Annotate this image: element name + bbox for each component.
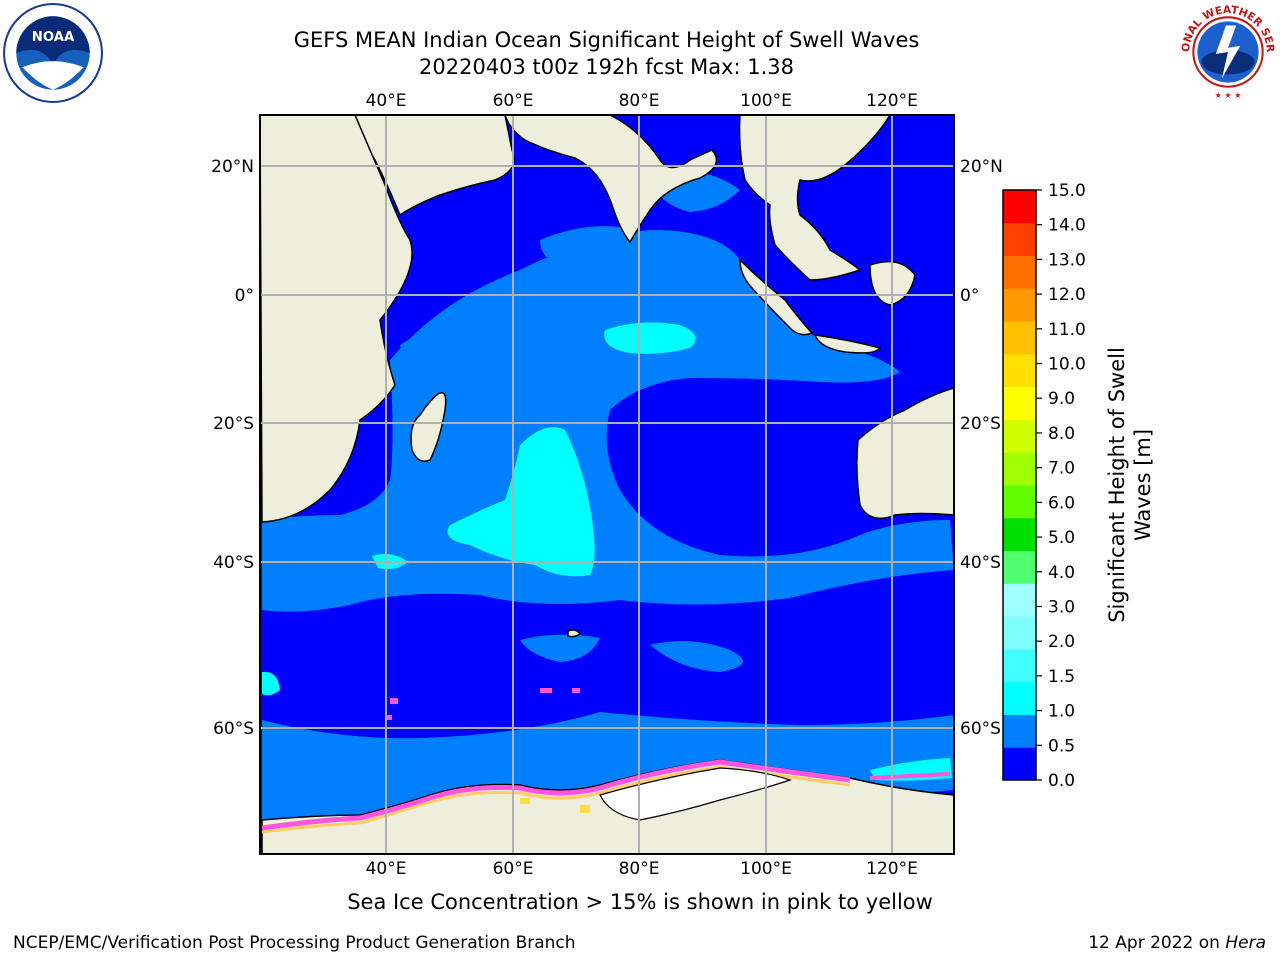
lon-tick-label: 120°E (866, 91, 918, 111)
footer-host: Hera (1225, 933, 1266, 953)
lat-labels-right: 20°N 0° 20°S 40°S 60°S (960, 157, 1003, 739)
lon-tick-label: 100°E (740, 859, 792, 879)
colorbar-segment (1003, 714, 1036, 748)
lat-tick-label: 60°S (960, 719, 1001, 739)
map-frame (259, 114, 955, 855)
lon-labels-bottom: 40°E 60°E 80°E 100°E 120°E (366, 859, 918, 879)
colorbar-segment (1003, 583, 1036, 617)
colorbar-segment (1003, 681, 1036, 715)
colorbar-tick-label: 11.0 (1048, 320, 1086, 340)
lat-tick-label: 0° (235, 286, 254, 306)
colorbar-segment (1003, 222, 1036, 257)
colorbar-tick-label: 1.5 (1048, 667, 1075, 687)
lat-tick-label: 60°S (213, 719, 254, 739)
lon-tick-label: 40°E (366, 91, 407, 111)
map-area (260, 115, 954, 854)
colorbar-segment (1003, 517, 1036, 552)
colorbar-segment (1003, 550, 1036, 584)
lon-tick-label: 40°E (366, 859, 407, 879)
noaa-logo-text: NOAA (32, 30, 75, 45)
colorbar-segment (1003, 485, 1036, 519)
colorbar-tick-label: 8.0 (1048, 424, 1075, 444)
colorbar-tick-label: 10.0 (1048, 355, 1086, 375)
colorbar-segment (1003, 190, 1036, 224)
colorbar-segment (1003, 255, 1036, 289)
colorbar-tick-label: 3.0 (1048, 597, 1075, 617)
footer-date: 12 Apr 2022 on Hera (1088, 933, 1266, 953)
colorbar-segment (1003, 386, 1036, 420)
colorbar-tick-label: 15.0 (1048, 181, 1086, 201)
colorbar-tick-label: 4.0 (1048, 563, 1075, 583)
footer-date-text: 12 Apr 2022 on (1088, 933, 1226, 953)
colorbar-tick-label: 5.0 (1048, 528, 1075, 548)
colorbar-segment (1003, 648, 1036, 683)
lat-tick-label: 20°S (213, 414, 254, 434)
colorbar-segment (1003, 321, 1036, 355)
lat-tick-label: 40°S (960, 553, 1001, 573)
colorbar-segment (1003, 419, 1036, 453)
colorbar-tick-label: 2.0 (1048, 632, 1075, 652)
footer-credit: NCEP/EMC/Verification Post Processing Pr… (13, 933, 576, 953)
colorbar-tick-label: 7.0 (1048, 459, 1075, 479)
lat-tick-label: 0° (960, 286, 979, 306)
sea-ice-caption: Sea Ice Concentration > 15% is shown in … (347, 890, 933, 914)
colorbar-tick-label: 12.0 (1048, 285, 1086, 305)
colorbar-segment (1003, 452, 1036, 486)
swell-band-1_0-1_5 (262, 322, 952, 781)
lon-tick-label: 120°E (866, 859, 918, 879)
lat-tick-label: 20°N (960, 157, 1003, 177)
graticule (260, 115, 954, 854)
lat-labels-left: 20°N 0° 20°S 40°S 60°S (211, 157, 254, 739)
lat-tick-label: 40°S (213, 553, 254, 573)
colorbar-segment (1003, 616, 1036, 650)
lat-tick-label: 20°N (211, 157, 254, 177)
colorbar-title-line1: Significant Height of Swell (1105, 347, 1129, 623)
colorbar-segment (1003, 288, 1036, 322)
colorbar-segment (1003, 747, 1036, 781)
colorbar: 0.0 0.5 1.0 1.5 2.0 3.0 4.0 5.0 6.0 7.0 8.0 9.0 10.0… (1002, 181, 1086, 791)
colorbar-title-line2: Waves [m] (1131, 428, 1155, 542)
noaa-logo-icon: NOAA (3, 3, 103, 103)
lon-tick-label: 80°E (619, 91, 660, 111)
lon-tick-label: 60°E (493, 859, 534, 879)
colorbar-frame (1002, 189, 1037, 781)
colorbar-tick-label: 0.0 (1048, 771, 1075, 791)
chart-subtitle: 20220403 t00z 192h fcst Max: 1.38 (419, 55, 794, 79)
colorbar-tick-label: 13.0 (1048, 250, 1086, 270)
lon-labels-top: 40°E 60°E 80°E 100°E 120°E (366, 91, 918, 111)
nws-logo-icon: NATIONAL WEATHER SERVICE ★ ★ ★ (1177, 1, 1277, 101)
lon-tick-label: 60°E (493, 91, 534, 111)
colorbar-tick-label: 6.0 (1048, 493, 1075, 513)
chart-title: GEFS MEAN Indian Ocean Significant Heigh… (293, 28, 920, 52)
lon-tick-label: 80°E (619, 859, 660, 879)
lat-tick-label: 20°S (960, 414, 1001, 434)
colorbar-tick-label: 14.0 (1048, 216, 1086, 236)
colorbar-segment (1003, 353, 1036, 388)
svg-text:★ ★ ★: ★ ★ ★ (1214, 90, 1241, 100)
lon-tick-label: 100°E (740, 91, 792, 111)
colorbar-tick-label: 1.0 (1048, 702, 1075, 722)
colorbar-tick-label: 9.0 (1048, 389, 1075, 409)
colorbar-tick-label: 0.5 (1048, 736, 1075, 756)
